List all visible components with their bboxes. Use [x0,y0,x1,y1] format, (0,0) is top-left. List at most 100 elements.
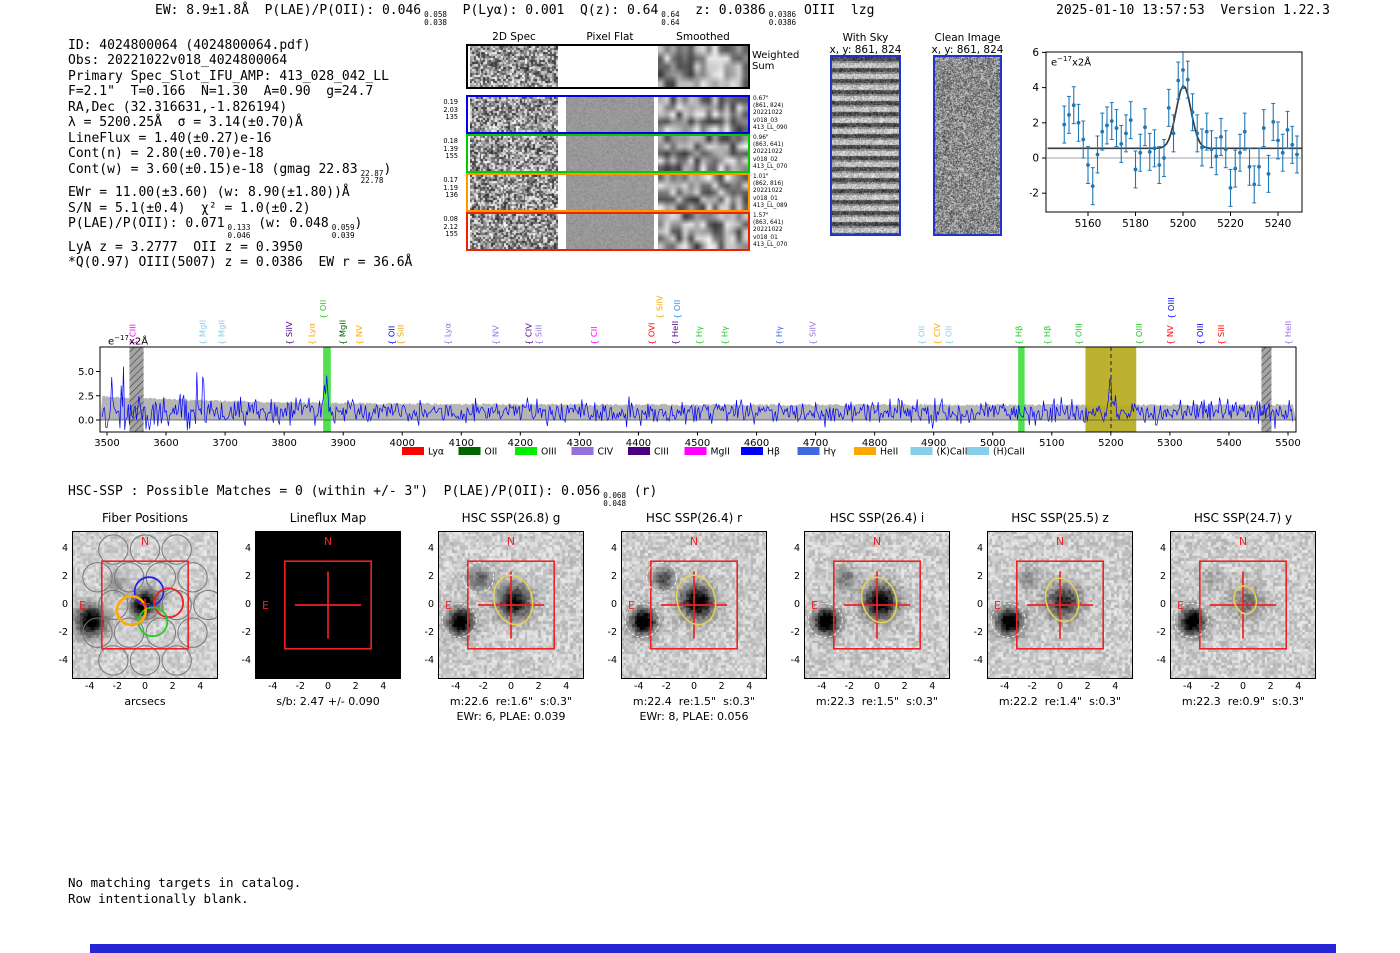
text-segment: ) [354,216,363,232]
info-line: Cont(w) = 3.60(±0.15)e-18 (gmag 22.83 22.… [68,162,412,186]
text-segment: EW: 8.9±1.8Å P(LAE)/P(OII): 0.046 [155,3,422,18]
cutout-x-tick: 4 [1295,681,1302,692]
emission-line-label: { HeII [1283,321,1293,345]
fiber-circle [98,645,129,676]
legend-label: Lyα [428,447,444,458]
cutout-x-tick: -4 [999,681,1010,692]
cutout-x-tick: -4 [1182,681,1193,692]
sky-panel-title: With Sky x, y: 861, 824 [829,32,902,56]
fiber-circle [98,534,129,565]
compass-north: N [873,535,881,548]
cutout-y-tick: 2 [244,570,251,582]
cutout-caption: m:22.4 re:1.5" s:0.3" [632,695,756,708]
data-point [1290,142,1295,147]
cutout-x-tick: 2 [718,681,725,692]
x-tick-label: 5000 [980,438,1005,449]
text-segment: ID: 4024800064 (4024800064.pdf) [68,38,311,53]
emission-line-label: { Hβ [1014,326,1024,345]
cutout-caption2: EWr: 6, PLAE: 0.039 [456,710,566,723]
info-line: S/N = 5.1(±0.4) χ² = 1.0(±0.2) [68,201,412,216]
info-line: RA,Dec (32.316631,-1.826194) [68,100,412,115]
emission-line-label: { MgII [338,320,348,345]
data-point [1143,125,1147,130]
data-point [1247,164,1252,169]
stacked-fraction: 0.058 0.038 [424,10,447,27]
data-point [1271,120,1276,124]
data-point [1157,163,1162,167]
cutout-overlay-fiber: NE [72,531,224,679]
emission-line-label: { OIII [1073,323,1083,345]
x-tick-label: 4100 [449,438,474,449]
data-point [1185,77,1190,82]
data-point [1100,129,1105,134]
cutout-y-tick: -4 [790,655,800,667]
text-segment: (w: 0.048 [250,216,329,232]
data-point [1219,134,1223,139]
data-point [1124,131,1128,136]
data-point [1261,126,1266,130]
text-segment: EWr = 11.00(±3.60) (w: 8.90(±1.80))Å [68,185,350,201]
cutout-y-tick: 4 [976,542,983,554]
pixel-flat-image [566,97,654,132]
data-point [1081,137,1086,142]
cutout-x-tick: 2 [535,681,542,692]
cutout-title-i: HSC SSP(26.4) i [829,511,925,525]
legend-label: OII [485,447,498,458]
info-line: ID: 4024800064 (4024800064.pdf) [68,38,412,53]
clean-image-panel [933,55,1002,236]
footer-line: No matching targets in catalog. [68,875,302,890]
cutout-y-tick: -4 [1156,655,1166,667]
x-tick-label: 5180 [1122,218,1149,230]
fiber-circle [129,645,161,676]
footer-line: Row intentionally blank. [68,890,249,906]
cutout-y-tick: 2 [427,570,434,582]
x-tick-label: 4200 [508,438,533,449]
cutout-title-g: HSC SSP(26.8) g [461,511,561,525]
data-point [1295,152,1299,157]
data-point [1076,120,1081,125]
neighbor-circle [990,602,1026,638]
extraction-box [1016,560,1104,650]
spec2d-image [470,136,558,171]
extraction-box [650,560,738,650]
x-tick-label: 4300 [567,438,592,449]
with-sky-image [832,57,899,234]
fiber-circle [129,589,161,621]
cutout-y-tick: 4 [61,542,68,554]
data-point [1166,105,1171,110]
legend-label: CIV [598,447,614,458]
cutout-caption: m:22.2 re:1.4" s:0.3" [998,695,1122,708]
cutout-y-tick: 0 [61,599,68,610]
cutout-x-tick: 4 [563,681,570,692]
x-tick-label: 4600 [744,438,769,449]
data-point [1128,118,1133,123]
cutout-title-fiber: Fiber Positions [101,511,189,525]
fiber-circle [82,617,113,648]
text-segment: F=2.1" T=0.166 N=1.30 A=0.90 g=24.7 [68,84,374,100]
spec2d-col-title: Smoothed [676,31,730,43]
cutout-y-tick: 2 [793,570,800,582]
x-tick-label: 5220 [1217,218,1244,230]
spec2d-col-title: 2D Spec [492,31,536,43]
spec2d-row-annotation: 1.57" (863, 641) 20221022 v018_01 413_LL… [753,213,788,248]
cutout-x-tick: 0 [1056,681,1064,692]
y-tick-label: 0.0 [78,416,94,427]
cutout-x-tick: -4 [84,681,95,692]
full-spectrum-svg: 3500 3600 3700 3800 3900 4000 4100 4200 4300 4400… [78,295,1301,458]
fiber-circle-green [137,606,169,638]
text-segment: Cont(w) = 3.60(±0.15)e-18 (gmag 22.83 [68,161,358,177]
compass-north: N [507,535,515,548]
data-point [1285,127,1290,132]
emission-line-label: { CIV [932,323,942,345]
spec2d-row-annotation: 0.67" (861, 824) 20221022 v018_03 413_LL… [753,96,788,131]
weighted-sum-strip [466,44,750,89]
y-tick-label: 6 [1032,47,1039,59]
neighbor-circle [807,602,843,638]
legend-swatch [402,447,424,455]
source-ellipse [675,574,717,626]
cutout-caption2: EWr: 8, PLAE: 0.056 [639,710,749,723]
full-spectrum-plot: 3500 3600 3700 3800 3900 4000 4100 4200 4300 4400… [0,262,1400,467]
data-point [1214,154,1219,159]
legend-label: Hβ [767,447,780,458]
x-tick-label: 5240 [1265,218,1292,230]
